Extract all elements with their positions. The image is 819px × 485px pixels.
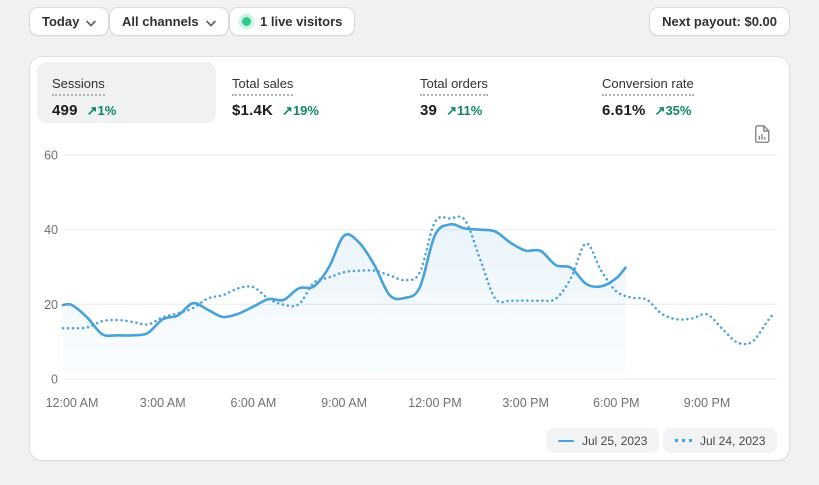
live-visitors-label: 1 live visitors: [260, 14, 343, 29]
metric-value: 6.61%: [602, 102, 646, 119]
metric-delta: ↗19%: [282, 103, 319, 119]
delta-arrow-icon: ↗: [86, 103, 98, 118]
metric-label: Conversion rate: [602, 77, 694, 96]
live-indicator-dot: [242, 17, 251, 26]
dotted-line-swatch: [675, 439, 692, 442]
metric-delta-value: 1%: [97, 103, 117, 118]
view-report-button[interactable]: [752, 124, 772, 148]
metric-label: Total sales: [232, 77, 294, 96]
metric-label: Sessions: [52, 77, 105, 96]
channel-filter-button[interactable]: All channels: [110, 8, 228, 35]
metric-delta-value: 35%: [665, 103, 692, 118]
metric-tab-sessions[interactable]: Sessions 499 ↗1%: [37, 62, 216, 123]
metric-delta: ↗11%: [446, 103, 482, 119]
report-icon: [754, 124, 770, 148]
metric-delta-value: 11%: [457, 103, 483, 118]
metric-label: Total orders: [420, 77, 488, 96]
metric-tab-total-orders[interactable]: Total orders 39 ↗11%: [405, 62, 575, 123]
metric-delta: ↗35%: [655, 103, 692, 119]
legend-label: Jul 24, 2023: [700, 433, 766, 448]
metric-value: 39: [420, 102, 438, 119]
metric-tab-conversion-rate[interactable]: Conversion rate 6.61% ↗35%: [587, 62, 767, 123]
next-payout-label: Next payout: $0.00: [662, 14, 777, 29]
delta-arrow-icon: ↗: [282, 103, 293, 118]
metric-value: $1.4K: [232, 102, 274, 119]
legend-item-jul-24[interactable]: Jul 24, 2023: [663, 428, 778, 453]
legend-item-jul-25[interactable]: Jul 25, 2023: [546, 428, 660, 453]
analytics-card: Sessions 499 ↗1% Total sales $1.4K ↗19% …: [30, 57, 789, 460]
metric-delta: ↗1%: [87, 103, 117, 119]
date-range-label: Today: [42, 14, 80, 29]
delta-arrow-icon: ↗: [446, 103, 457, 118]
delta-arrow-icon: ↗: [654, 103, 666, 118]
next-payout-button[interactable]: Next payout: $0.00: [650, 8, 789, 35]
metric-value: 499: [52, 102, 78, 119]
legend-label: Jul 25, 2023: [582, 433, 648, 448]
metric-tab-total-sales[interactable]: Total sales $1.4K ↗19%: [217, 62, 387, 123]
live-visitors-badge[interactable]: 1 live visitors: [230, 8, 355, 35]
channel-filter-label: All channels: [122, 14, 199, 29]
metric-delta-value: 19%: [292, 103, 319, 118]
solid-line-swatch: [558, 439, 574, 442]
chevron-down-icon: [205, 15, 216, 30]
date-range-button[interactable]: Today: [30, 8, 109, 35]
chevron-down-icon: [86, 15, 97, 30]
